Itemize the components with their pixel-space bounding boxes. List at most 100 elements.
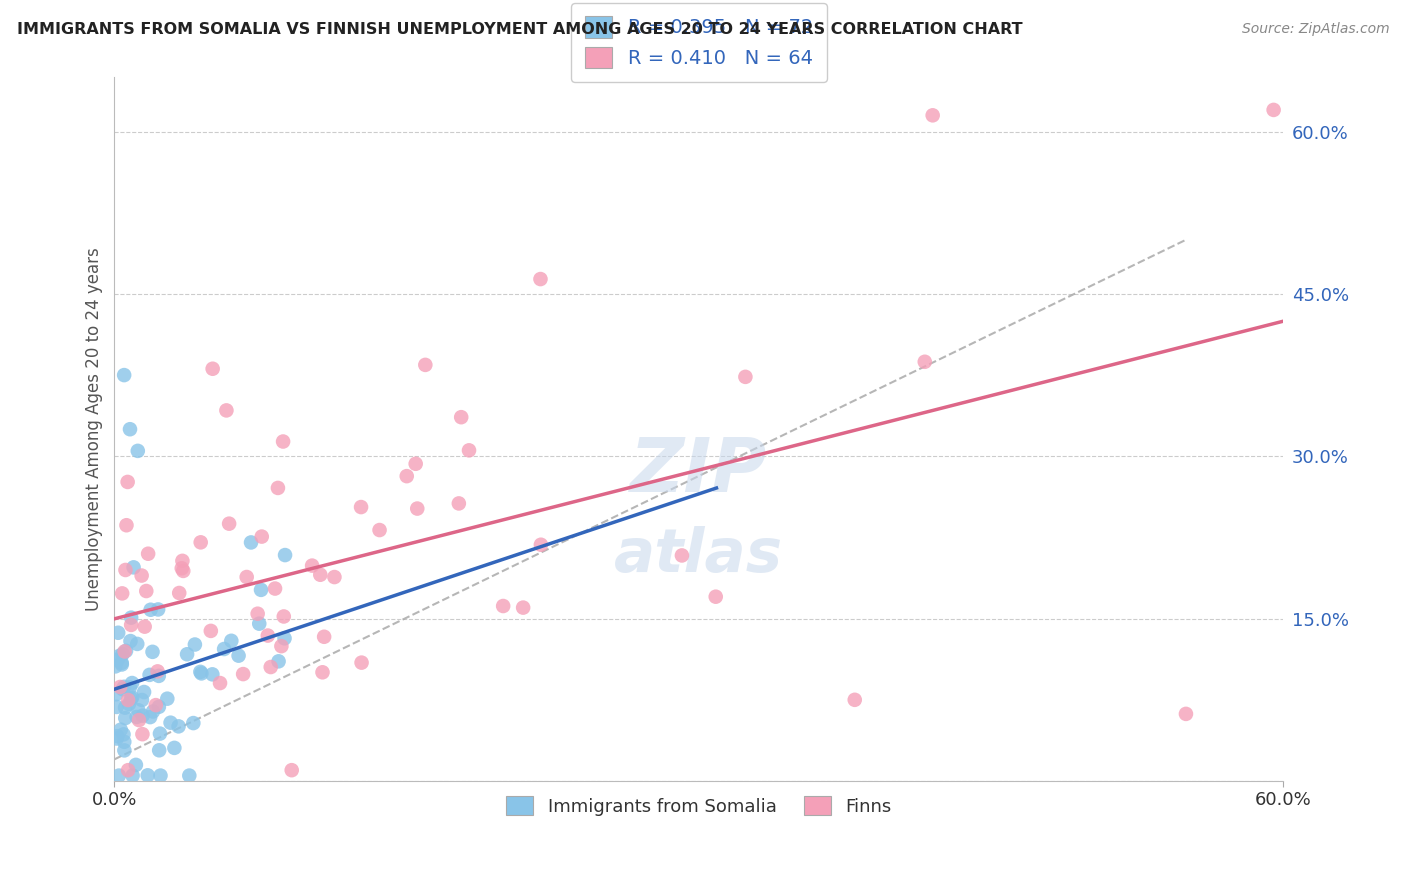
Point	[844, 693, 866, 707]
Point	[530, 538, 553, 552]
Point	[127, 637, 149, 651]
Text: Source: ZipAtlas.com: Source: ZipAtlas.com	[1241, 22, 1389, 37]
Point	[301, 558, 323, 573]
Point	[128, 713, 150, 727]
Point	[250, 530, 273, 544]
Point	[395, 469, 418, 483]
Point	[350, 500, 373, 514]
Point	[145, 698, 167, 712]
Point	[447, 496, 470, 510]
Point	[323, 570, 346, 584]
Point	[120, 634, 142, 648]
Point	[232, 667, 254, 681]
Point	[314, 630, 336, 644]
Point	[114, 563, 136, 577]
Point	[405, 457, 427, 471]
Point	[146, 665, 169, 679]
Point	[512, 600, 534, 615]
Point	[136, 547, 159, 561]
Point	[125, 710, 148, 724]
Point	[104, 659, 127, 673]
Point	[121, 690, 143, 705]
Point	[167, 586, 190, 600]
Point	[131, 708, 153, 723]
Point	[450, 410, 472, 425]
Point	[172, 564, 194, 578]
Point	[138, 668, 160, 682]
Point	[115, 644, 138, 658]
Point	[159, 715, 181, 730]
Point	[208, 676, 231, 690]
Legend: Immigrants from Somalia, Finns: Immigrants from Somalia, Finns	[498, 787, 901, 825]
Point	[127, 703, 149, 717]
Point	[671, 549, 693, 563]
Point	[311, 665, 333, 680]
Point	[406, 501, 429, 516]
Point	[111, 657, 134, 672]
Point	[112, 727, 135, 741]
Point	[117, 475, 139, 489]
Point	[112, 743, 135, 757]
Point	[127, 443, 149, 458]
Point	[118, 697, 141, 711]
Point	[120, 691, 142, 706]
Point	[190, 535, 212, 549]
Point	[105, 700, 128, 714]
Point	[156, 691, 179, 706]
Point	[240, 535, 263, 549]
Point	[132, 685, 155, 699]
Point	[183, 716, 205, 731]
Point	[108, 768, 131, 782]
Point	[250, 582, 273, 597]
Point	[117, 693, 139, 707]
Point	[139, 603, 162, 617]
Point	[200, 624, 222, 638]
Point	[146, 602, 169, 616]
Text: ZIP: ZIP	[630, 435, 768, 508]
Point	[105, 731, 128, 746]
Point	[107, 653, 129, 667]
Point	[267, 654, 290, 668]
Point	[184, 638, 207, 652]
Y-axis label: Unemployment Among Ages 20 to 24 years: Unemployment Among Ages 20 to 24 years	[86, 247, 103, 611]
Point	[120, 618, 142, 632]
Point	[114, 644, 136, 658]
Point	[148, 743, 170, 757]
Point	[163, 740, 186, 755]
Point	[111, 682, 134, 697]
Point	[115, 518, 138, 533]
Point	[190, 666, 212, 681]
Point	[108, 648, 131, 663]
Point	[120, 610, 142, 624]
Point	[415, 358, 437, 372]
Point	[492, 599, 515, 613]
Point	[264, 582, 287, 596]
Point	[111, 656, 134, 670]
Point	[267, 481, 290, 495]
Point	[131, 568, 153, 582]
Point	[121, 676, 143, 690]
Point	[201, 361, 224, 376]
Point	[368, 523, 391, 537]
Point	[1174, 706, 1197, 721]
Text: atlas: atlas	[614, 526, 783, 585]
Point	[273, 632, 295, 646]
Point	[108, 680, 131, 694]
Point	[149, 726, 172, 740]
Point	[139, 710, 162, 724]
Point	[734, 369, 756, 384]
Point	[172, 554, 194, 568]
Point	[111, 586, 134, 600]
Point	[201, 667, 224, 681]
Point	[921, 108, 943, 122]
Point	[148, 669, 170, 683]
Point	[118, 422, 141, 436]
Point	[170, 561, 193, 575]
Point	[228, 648, 250, 663]
Point	[280, 763, 302, 777]
Point	[167, 719, 190, 733]
Point	[529, 272, 551, 286]
Point	[107, 625, 129, 640]
Point	[141, 645, 163, 659]
Point	[114, 711, 136, 725]
